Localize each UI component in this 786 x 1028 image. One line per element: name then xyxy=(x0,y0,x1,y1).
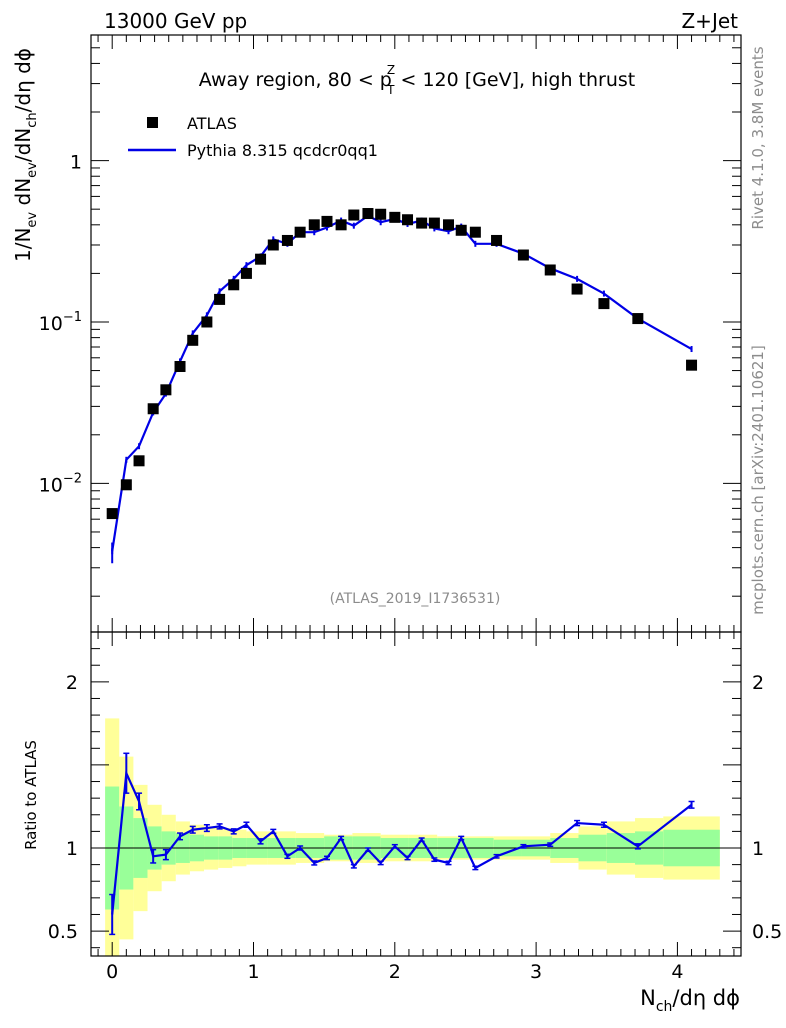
atlas-point xyxy=(255,253,267,265)
atlas-point xyxy=(416,217,428,229)
y-tick-label: 10−2 xyxy=(39,471,82,496)
atlas-point xyxy=(632,313,644,325)
atlas-point xyxy=(133,455,145,467)
rivet-label: Rivet 4.1.0, 3.8M events xyxy=(749,46,767,229)
ratio-tick-label-right: 0.5 xyxy=(752,921,782,943)
atlas-point xyxy=(348,209,360,221)
atlas-point xyxy=(106,508,118,520)
legend-atlas-marker xyxy=(147,117,158,128)
process-label: Z+Jet xyxy=(681,9,738,33)
atlas-point xyxy=(402,214,414,226)
x-tick-label: 3 xyxy=(530,961,542,983)
atlas-point xyxy=(187,334,199,346)
atlas-point xyxy=(240,267,252,279)
ratio-bands xyxy=(91,718,741,956)
x-tick-label: 2 xyxy=(389,961,401,983)
data-series xyxy=(106,208,698,936)
atlas-point xyxy=(491,234,503,246)
atlas-point xyxy=(267,239,279,251)
y-tick-label: 10−1 xyxy=(39,310,82,335)
plot-title: Away region, 80 < pZ T < 120 [GeV], high … xyxy=(199,63,635,97)
atlas-point xyxy=(389,211,401,223)
x-tick-label: 1 xyxy=(247,961,259,983)
atlas-point xyxy=(201,316,213,328)
ratio-tick-label: 2 xyxy=(66,672,78,694)
analysis-id: (ATLAS_2019_I1736531) xyxy=(330,591,501,607)
atlas-point xyxy=(160,384,172,396)
atlas-point xyxy=(362,208,374,220)
atlas-point xyxy=(686,359,698,371)
atlas-point xyxy=(281,234,293,246)
atlas-point xyxy=(544,264,556,276)
ratio-panel-frame xyxy=(90,631,742,957)
y-tick-label: 1 xyxy=(70,152,82,174)
atlas-point xyxy=(214,293,226,305)
atlas-point xyxy=(174,360,186,372)
ratio-tick-label: 0.5 xyxy=(48,921,78,943)
atlas-point xyxy=(228,279,240,291)
atlas-point xyxy=(598,298,610,310)
legend: ATLAS Pythia 8.315 qcdcr0qq1 xyxy=(128,114,378,160)
atlas-point xyxy=(455,224,467,236)
ratio-tick-label: 1 xyxy=(66,838,78,860)
atlas-point xyxy=(147,403,159,415)
ratio-tick-label-right: 1 xyxy=(752,838,764,860)
energy-label: 13000 GeV pp xyxy=(104,9,247,33)
atlas-point xyxy=(469,226,481,238)
legend-pythia-label: Pythia 8.315 qcdcr0qq1 xyxy=(187,141,378,160)
atlas-point xyxy=(517,249,529,261)
atlas-point xyxy=(294,226,306,238)
atlas-point xyxy=(375,208,387,220)
mcplots-label: mcplots.cern.ch [arXiv:2401.10621] xyxy=(749,345,767,615)
atlas-point xyxy=(571,283,583,295)
atlas-point xyxy=(428,217,440,229)
atlas-point xyxy=(321,215,333,227)
x-axis-label: Nch/dη dϕ xyxy=(640,986,740,1015)
atlas-point xyxy=(335,219,347,231)
axes-ticks: 0 1 2 3 4 1 10−1 10−2 2 2 1 1 0.5 0.5 xyxy=(39,34,782,983)
atlas-point xyxy=(120,479,132,491)
ratio-y-label: Ratio to ATLAS xyxy=(22,740,40,850)
ratio-tick-label-right: 2 xyxy=(752,672,764,694)
y-axis-label: 1/Nev dNev/dNch/dη dϕ xyxy=(11,48,40,262)
x-tick-label: 0 xyxy=(106,961,118,983)
x-tick-label: 4 xyxy=(671,961,683,983)
atlas-point xyxy=(308,219,320,231)
atlas-point xyxy=(443,219,454,231)
legend-atlas-label: ATLAS xyxy=(187,114,237,133)
pythia-line xyxy=(111,214,693,552)
